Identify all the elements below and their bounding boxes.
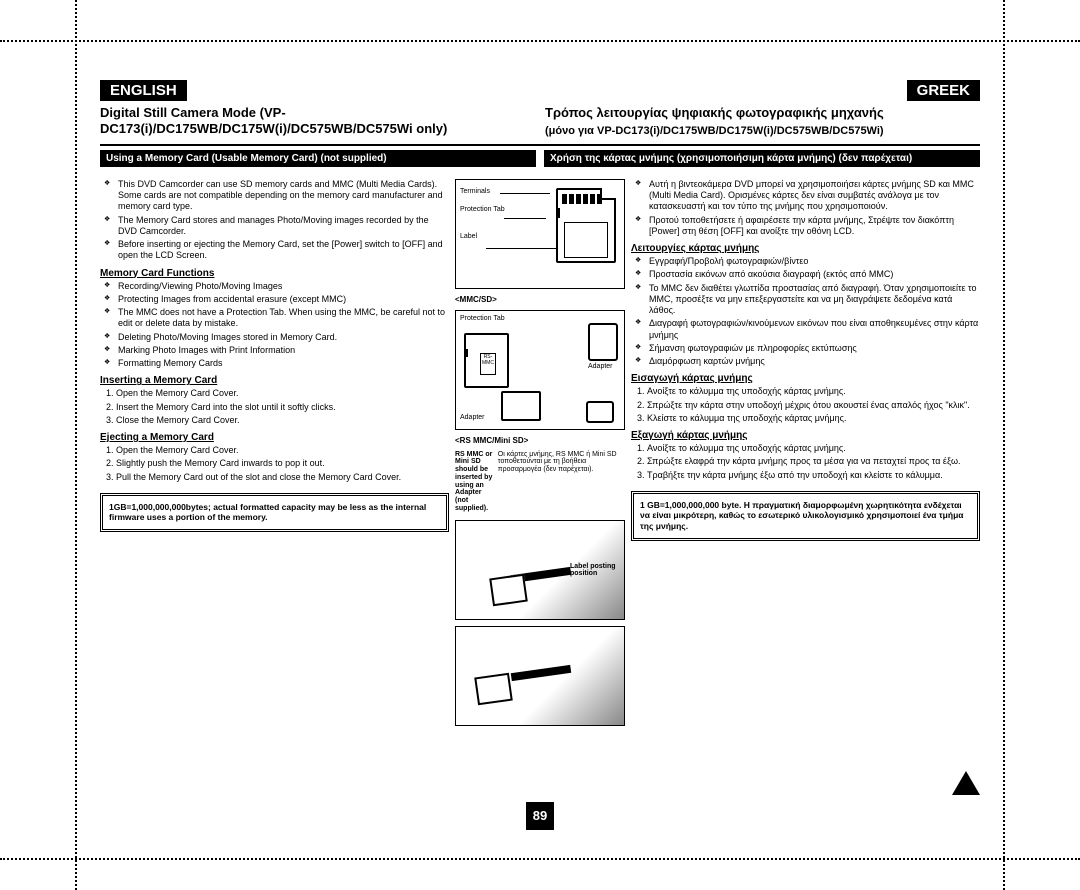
list-item: Προστασία εικόνων από ακούσια διαγραφή (… [639, 269, 980, 280]
list-item: Ανοίξτε το κάλυμμα της υποδοχής κάρτας μ… [647, 443, 980, 454]
label-protection2: Protection Tab [460, 315, 505, 323]
english-column: This DVD Camcorder can use SD memory car… [100, 179, 449, 733]
list-item: Κλείστε το κάλυμμα της υποδοχής κάρτας μ… [647, 413, 980, 424]
gr-eject-list: Ανοίξτε το κάλυμμα της υποδοχής κάρτας μ… [631, 443, 980, 481]
list-item: The MMC does not have a Protection Tab. … [108, 307, 449, 330]
minisd-note-en: RS MMC or Mini SD should be inserted by … [455, 451, 494, 513]
language-header: ENGLISH GREEK [100, 80, 980, 101]
crop-left [75, 0, 77, 890]
list-item: Close the Memory Card Cover. [116, 415, 449, 426]
list-item: Pull the Memory Card out of the slot and… [116, 472, 449, 483]
adapter-icon: RS-MMC [464, 333, 509, 388]
figure-sd-card: Terminals Protection Tab Label [455, 179, 625, 289]
minisd-icon-2 [586, 401, 614, 423]
list-item: Insert the Memory Card into the slot unt… [116, 402, 449, 413]
list-item: Protecting Images from accidental erasur… [108, 294, 449, 305]
en-func-list: Recording/Viewing Photo/Moving Images Pr… [100, 281, 449, 370]
gr-insert-heading: Εισαγωγή κάρτας μνήμης [631, 373, 980, 384]
figure-adapters: Protection Tab RS-MMC Adapter Adapter [455, 310, 625, 430]
figures-column: Terminals Protection Tab Label <MMC/SD> … [455, 179, 625, 733]
gr-insert-list: Ανοίξτε το κάλυμμα της υποδοχής κάρτας μ… [631, 386, 980, 424]
title-greek-2: (μόνο για VP-DC173(i)/DC175WB/DC175W(i)/… [545, 125, 980, 138]
gr-func-list: Εγγραφή/Προβολή φωτογραφιών/βίντεο Προστ… [631, 256, 980, 367]
greek-column: Αυτή η βιντεοκάμερα DVD μπορεί να χρησιμ… [631, 179, 980, 733]
en-eject-list: Open the Memory Card Cover. Slightly pus… [100, 445, 449, 483]
manual-page: ENGLISH GREEK Digital Still Camera Mode … [100, 60, 980, 830]
list-item: Ανοίξτε το κάλυμμα της υποδοχής κάρτας μ… [647, 386, 980, 397]
title-greek-1: Τρόπος λειτουργίας ψηφιακής φωτογραφικής… [545, 105, 980, 121]
label-adapter2: Adapter [460, 414, 485, 422]
list-item: Σπρώξτε την κάρτα στην υποδοχή μέχρις ότ… [647, 400, 980, 411]
label-terminals: Terminals [460, 188, 505, 196]
list-item: This DVD Camcorder can use SD memory car… [108, 179, 449, 213]
minisd-icon [588, 323, 618, 361]
list-item: Marking Photo Images with Print Informat… [108, 345, 449, 356]
list-item: Deleting Photo/Moving Images stored in M… [108, 332, 449, 343]
label-label: Label [460, 233, 505, 241]
minisd-note: RS MMC or Mini SD should be inserted by … [455, 451, 625, 513]
en-func-heading: Memory Card Functions [100, 268, 449, 279]
figure-camera-eject [455, 626, 625, 726]
crop-top [0, 40, 1080, 42]
triangle-marker [952, 771, 980, 795]
crop-bottom [0, 858, 1080, 860]
lang-english: ENGLISH [100, 80, 187, 101]
section-bar-greek: Χρήση της κάρτας μνήμης (χρησιμοποιήσιμη… [544, 150, 980, 167]
list-item: Εγγραφή/Προβολή φωτογραφιών/βίντεο [639, 256, 980, 267]
label-protection: Protection Tab [460, 206, 505, 214]
en-eject-heading: Ejecting a Memory Card [100, 432, 449, 443]
lang-greek: GREEK [907, 80, 980, 101]
figure1-caption: <MMC/SD> [455, 295, 625, 304]
crop-right [1003, 0, 1005, 890]
sd-card-icon [556, 188, 616, 263]
adapter-icon-2 [501, 391, 541, 421]
list-item: Σπρώξτε ελαφρά την κάρτα μνήμης προς τα … [647, 456, 980, 467]
list-item: Προτού τοποθετήσετε ή αφαιρέσετε την κάρ… [639, 215, 980, 238]
title-english: Digital Still Camera Mode (VP-DC173(i)/D… [100, 105, 535, 138]
gr-func-heading: Λειτουργίες κάρτας μνήμης [631, 243, 980, 254]
list-item: Το MMC δεν διαθέτει γλωττίδα προστασίας … [639, 283, 980, 317]
list-item: Σήμανση φωτογραφιών με πληροφορίες εκτύπ… [639, 343, 980, 354]
gr-intro-list: Αυτή η βιντεοκάμερα DVD μπορεί να χρησιμ… [631, 179, 980, 237]
en-note-box: 1GB=1,000,000,000bytes; actual formatted… [100, 493, 449, 532]
gr-eject-heading: Εξαγωγή κάρτας μνήμης [631, 430, 980, 441]
list-item: Formatting Memory Cards [108, 358, 449, 369]
en-insert-list: Open the Memory Card Cover. Insert the M… [100, 388, 449, 426]
gr-note-box: 1 GB=1,000,000,000 byte. Η πραγματική δι… [631, 491, 980, 541]
section-bar-english: Using a Memory Card (Usable Memory Card)… [100, 150, 536, 167]
label-adapter: Adapter [588, 363, 618, 371]
main-columns: This DVD Camcorder can use SD memory car… [100, 179, 980, 733]
minisd-note-gr: Οι κάρτες μνήμης, RS MMC ή Mini SD τοποθ… [498, 451, 625, 513]
list-item: Recording/Viewing Photo/Moving Images [108, 281, 449, 292]
list-item: The Memory Card stores and manages Photo… [108, 215, 449, 238]
list-item: Open the Memory Card Cover. [116, 388, 449, 399]
list-item: Open the Memory Card Cover. [116, 445, 449, 456]
list-item: Before inserting or ejecting the Memory … [108, 239, 449, 262]
list-item: Τραβήξτε την κάρτα μνήμης έξω από την υπ… [647, 470, 980, 481]
label-posting: Label posting position [570, 563, 620, 577]
list-item: Διαμόρφωση καρτών μνήμης [639, 356, 980, 367]
page-number: 89 [526, 802, 554, 830]
list-item: Διαγραφή φωτογραφιών/κινούμενων εικόνων … [639, 318, 980, 341]
en-intro-list: This DVD Camcorder can use SD memory car… [100, 179, 449, 262]
figure-camera-insert: Label posting position [455, 520, 625, 620]
list-item: Slightly push the Memory Card inwards to… [116, 458, 449, 469]
figure2-caption: <RS MMC/Mini SD> [455, 436, 625, 445]
en-insert-heading: Inserting a Memory Card [100, 375, 449, 386]
list-item: Αυτή η βιντεοκάμερα DVD μπορεί να χρησιμ… [639, 179, 980, 213]
